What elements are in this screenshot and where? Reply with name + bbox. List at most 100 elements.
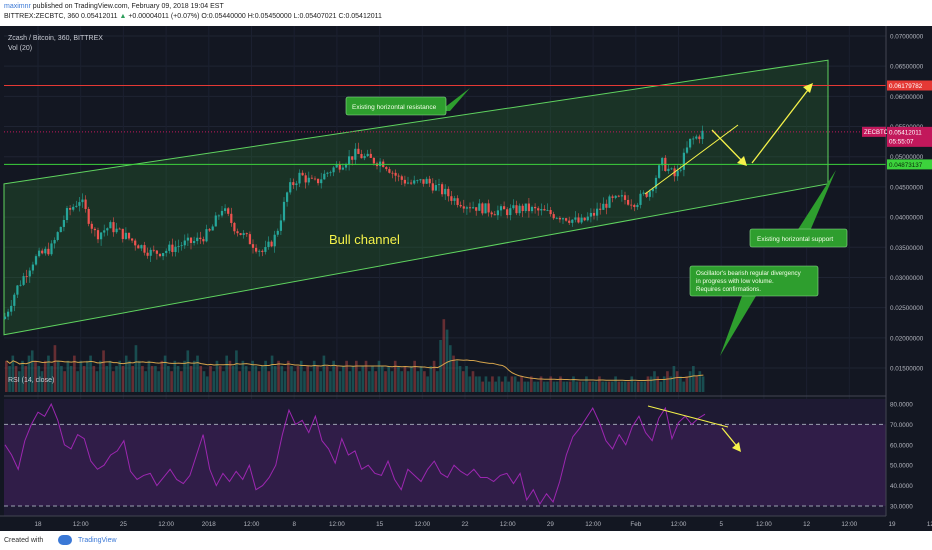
rsi-line	[4, 402, 706, 505]
price-tick-label: 0.05000000	[890, 154, 924, 161]
candle	[611, 196, 614, 198]
volume-bar	[662, 376, 666, 392]
candle	[695, 136, 698, 139]
candle	[304, 175, 307, 183]
candle	[93, 228, 96, 231]
support-callout[interactable]	[749, 228, 848, 248]
candle	[406, 182, 410, 184]
bull-channel-label[interactable]: Bull channel	[329, 232, 400, 247]
candle	[199, 237, 202, 240]
time-axis[interactable]	[0, 516, 932, 531]
candle	[620, 195, 623, 197]
candle	[84, 199, 87, 209]
price-scale[interactable]	[886, 26, 932, 531]
candle	[459, 204, 462, 207]
candle	[416, 180, 419, 182]
price-tick-label: 0.03500000	[890, 245, 924, 252]
resistance-callout[interactable]	[345, 96, 447, 116]
candle	[617, 195, 620, 197]
candle	[183, 240, 186, 246]
volume-bar	[319, 371, 322, 392]
volume-bar	[481, 381, 485, 392]
volume-bar	[384, 371, 387, 392]
volume-bar	[248, 371, 251, 392]
volume-bar	[280, 366, 284, 392]
author-link[interactable]: maximnr	[4, 3, 31, 10]
tradingview-brand-link[interactable]: TradingView	[78, 537, 117, 544]
down-arrow-1[interactable]	[711, 129, 746, 165]
candle	[698, 136, 701, 140]
candle	[434, 185, 437, 191]
candle	[627, 199, 630, 205]
volume-bar	[562, 381, 566, 392]
oscillator-callout[interactable]	[689, 265, 819, 297]
rsi-divergence-line[interactable]	[647, 405, 729, 428]
volume-bar	[283, 371, 287, 392]
volume-bar	[238, 371, 241, 392]
rsi-legend[interactable]: RSI (14, close)	[8, 377, 54, 384]
volume-bar	[299, 360, 303, 392]
price-divergence-line[interactable]	[644, 124, 739, 195]
candle	[571, 219, 574, 223]
volume-bar	[666, 371, 669, 392]
drawings[interactable]: Existing horizontal resistance Existing …	[329, 83, 848, 452]
candle	[224, 208, 227, 211]
low-value: L:0.05407021	[293, 13, 337, 20]
candle	[81, 199, 84, 203]
volume-legend[interactable]: Vol (20)	[8, 45, 32, 52]
volume-bar	[170, 371, 173, 392]
time-tick-label: Feb	[630, 521, 641, 528]
time-tick-label: 12:00	[158, 521, 174, 528]
price-tick-label: 0.04000000	[890, 215, 924, 222]
candle	[341, 167, 344, 170]
volume-bar	[484, 376, 488, 392]
candle	[233, 222, 236, 232]
candle	[422, 179, 425, 184]
volume-bar	[478, 376, 481, 392]
volume-bar	[419, 366, 423, 392]
volume-bar	[338, 371, 342, 392]
volume-bar	[228, 360, 232, 392]
volume-bar	[325, 366, 329, 392]
candle	[255, 247, 258, 252]
candle	[72, 206, 75, 210]
candle	[3, 316, 7, 319]
candle	[189, 237, 193, 243]
price-tick-label: 0.07000000	[890, 34, 924, 41]
volume-bar	[205, 376, 209, 392]
candle	[211, 226, 214, 231]
candle	[248, 234, 251, 245]
time-tick-label: 12:00	[927, 521, 932, 528]
up-arrow[interactable]	[751, 85, 812, 164]
last-price: 0.05412011	[81, 13, 118, 20]
candle	[313, 178, 317, 180]
time-tick-label: 12:00	[585, 521, 601, 528]
volume-bar	[316, 366, 319, 392]
candle	[180, 245, 183, 247]
candle	[701, 130, 704, 140]
volume-bar	[601, 381, 604, 392]
candle	[468, 207, 472, 209]
candle	[338, 164, 341, 170]
open-value: O:0.05440000	[201, 13, 246, 20]
candle	[388, 169, 391, 173]
candle	[146, 252, 149, 256]
chart-area[interactable]: Existing horizontal resistance Existing …	[0, 26, 932, 531]
candle	[227, 208, 230, 214]
candle	[276, 230, 279, 235]
volume-bar	[111, 371, 115, 392]
volume-bar	[455, 360, 459, 392]
volume-bar	[105, 366, 109, 392]
candle	[59, 226, 62, 233]
volume-bar	[591, 381, 595, 392]
candle	[78, 202, 81, 206]
volume-bar	[364, 360, 368, 392]
candle	[162, 253, 165, 257]
volume-bar	[296, 366, 300, 392]
symbol-legend[interactable]: Zcash / Bitcoin, 360, BITTREX	[8, 35, 103, 42]
volume-bar	[530, 376, 533, 392]
candle	[651, 188, 654, 192]
candle	[286, 192, 289, 202]
volume-bar	[520, 376, 523, 392]
price-chart-svg[interactable]: Existing horizontal resistance Existing …	[0, 26, 932, 531]
